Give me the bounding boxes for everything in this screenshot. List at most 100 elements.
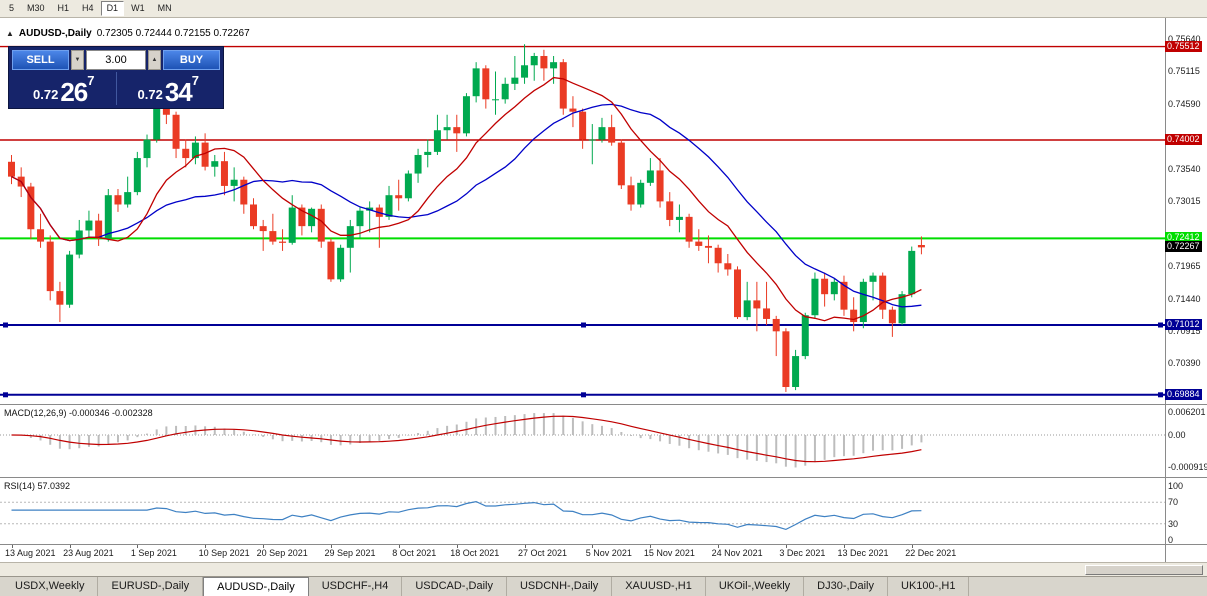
timeframe-button-5[interactable]: 5 (9, 3, 15, 13)
spin-up-icon: ▲ (151, 57, 158, 63)
sell-button[interactable]: SELL (12, 50, 69, 70)
date-axis-tick (205, 545, 207, 548)
timeframe-toolbar: 5 M30 H1 H4 D1 W1 MN (0, 0, 1207, 18)
trade-prices-row: 0.72 26 7 0.72 34 7 (12, 72, 220, 105)
trade-price-divider (115, 72, 117, 105)
macd-label: MACD(12,26,9) -0.000346 -0.002328 (4, 408, 153, 418)
date-axis-divider (0, 544, 1207, 545)
date-axis-label: 13 Aug 2021 (5, 548, 56, 558)
price-axis-tick: 0.70390 (1168, 358, 1201, 369)
date-axis-label: 29 Sep 2021 (324, 548, 376, 558)
macd-indicator-pane[interactable] (0, 405, 1165, 477)
date-axis-label: 8 Oct 2021 (392, 548, 437, 558)
timeframe-button-mn[interactable]: MN (157, 3, 172, 13)
date-axis-tick (69, 545, 71, 548)
date-axis-label: 24 Nov 2021 (711, 548, 763, 558)
price-level-label: 0.72412 (1165, 232, 1202, 244)
date-axis-label: 10 Sep 2021 (198, 548, 250, 558)
sell-price-sup: 7 (87, 73, 95, 88)
chart-tab-xauusd-h1[interactable]: XAUUSD-,H1 (612, 577, 706, 596)
price-level-label: 0.69884 (1165, 388, 1202, 400)
buy-button[interactable]: BUY (163, 50, 220, 70)
chart-ohlc-values: 0.72305 0.72444 0.72155 0.72267 (96, 28, 250, 39)
timeframe-button-h4[interactable]: H4 (82, 3, 94, 13)
chart-tab-eurusd-daily[interactable]: EURUSD-,Daily (98, 577, 204, 596)
volume-decrease-button[interactable]: ▼ (71, 50, 84, 70)
date-axis-label: 1 Sep 2021 (130, 548, 177, 558)
date-axis-tick (650, 545, 652, 548)
sell-price-prefix: 0.72 (33, 87, 59, 102)
macd-axis-min: -0.000919 (1168, 462, 1207, 472)
buy-price-big: 34 (164, 77, 193, 107)
chart-tab-usdx-weekly[interactable]: USDX,Weekly (2, 577, 99, 596)
price-axis-tick: 0.75115 (1168, 66, 1200, 77)
chart-tab-ukoil-weekly[interactable]: UKOil-,Weekly (706, 577, 805, 596)
rsi-indicator-pane[interactable] (0, 478, 1165, 544)
current-price-label: 0.72267 (1165, 241, 1202, 253)
sell-price-big: 26 (60, 77, 88, 107)
chart-tabs-bar: USDX,Weekly EURUSD-,Daily AUDUSD-,Daily USD… (0, 576, 1207, 596)
rsi-axis-tick: 30 (1168, 518, 1179, 529)
date-axis-tick (524, 545, 526, 548)
date-axis-tick (398, 545, 400, 548)
date-axis-tick (263, 545, 265, 548)
date-axis-label: 18 Oct 2021 (450, 548, 500, 558)
sell-price[interactable]: 0.72 26 7 (12, 72, 116, 105)
horizontal-scrollbar-thumb[interactable] (1085, 565, 1203, 575)
date-axis-tick (911, 545, 913, 548)
price-axis-tick: 0.70915 (1168, 326, 1201, 336)
pane-divider[interactable] (0, 404, 1207, 405)
chart-symbol-title: AUDUSD-,Daily (18, 28, 92, 39)
date-axis-tick (843, 545, 845, 548)
price-axis-tick: 0.74590 (1168, 98, 1201, 109)
date-axis-label: 13 Dec 2021 (837, 548, 889, 558)
date-axis-tick (592, 545, 594, 548)
chart-header: ▲ AUDUSD-,Daily 0.72305 0.72444 0.72155 … (6, 28, 250, 39)
timeframe-button-m30[interactable]: M30 (27, 3, 45, 13)
pane-divider[interactable] (0, 477, 1207, 478)
date-axis-label: 15 Nov 2021 (643, 548, 695, 558)
trade-controls-row: SELL ▼ ▲ BUY (12, 50, 220, 70)
price-axis-tick: 0.75640 (1168, 33, 1201, 44)
chart-tab-uk100-h1[interactable]: UK100-,H1 (888, 577, 970, 596)
price-level-label: 0.75512 (1165, 40, 1202, 52)
macd-axis-zero: 0.00 (1168, 430, 1186, 440)
chart-tab-usdchf-h4[interactable]: USDCHF-,H4 (309, 577, 403, 596)
price-axis-tick: 0.71440 (1168, 293, 1201, 304)
price-axis-tick: 0.73015 (1168, 196, 1201, 207)
date-axis-tick (137, 545, 139, 548)
rsi-axis-tick: 0 (1168, 535, 1174, 545)
date-axis-label: 3 Dec 2021 (779, 548, 826, 558)
date-axis-tick (718, 545, 720, 548)
chart-tab-audusd-daily[interactable]: AUDUSD-,Daily (203, 577, 309, 596)
rsi-label: RSI(14) 57.0392 (4, 481, 71, 491)
buy-price-sup: 7 (191, 73, 199, 88)
price-axis-tick: 0.73540 (1168, 163, 1201, 174)
chart-tab-dj30-daily[interactable]: DJ30-,Daily (804, 577, 889, 596)
price-level-label: 0.74002 (1165, 134, 1202, 145)
date-axis-tick (456, 545, 458, 548)
price-chart[interactable] (0, 18, 1165, 404)
price-axis-divider (1165, 18, 1166, 562)
timeframe-button-w1[interactable]: W1 (131, 3, 145, 13)
price-level-label: 0.71012 (1165, 319, 1202, 330)
price-axis-tick: 0.71965 (1168, 261, 1201, 272)
rsi-axis-tick: 100 (1168, 481, 1184, 491)
timeframe-button-h1[interactable]: H1 (57, 3, 70, 13)
date-axis-label: 20 Sep 2021 (256, 548, 308, 558)
chart-tab-usdcad-daily[interactable]: USDCAD-,Daily (402, 577, 507, 596)
date-axis-label: 27 Oct 2021 (518, 548, 568, 558)
buy-price-prefix: 0.72 (137, 87, 163, 102)
horizontal-scrollbar-track[interactable] (0, 562, 1207, 576)
volume-increase-button[interactable]: ▲ (148, 50, 161, 70)
one-click-panel-toggle-icon[interactable]: ▲ (6, 28, 14, 38)
chart-tab-usdcnh-daily[interactable]: USDCNH-,Daily (507, 577, 613, 596)
date-axis-label: 23 Aug 2021 (63, 548, 114, 558)
macd-axis-max: 0.006201 (1168, 407, 1206, 417)
buy-price[interactable]: 0.72 34 7 (117, 72, 221, 105)
timeframe-button-d1[interactable]: D1 (100, 1, 125, 16)
date-axis-label: 5 Nov 2021 (585, 548, 632, 558)
volume-input[interactable] (86, 50, 146, 70)
